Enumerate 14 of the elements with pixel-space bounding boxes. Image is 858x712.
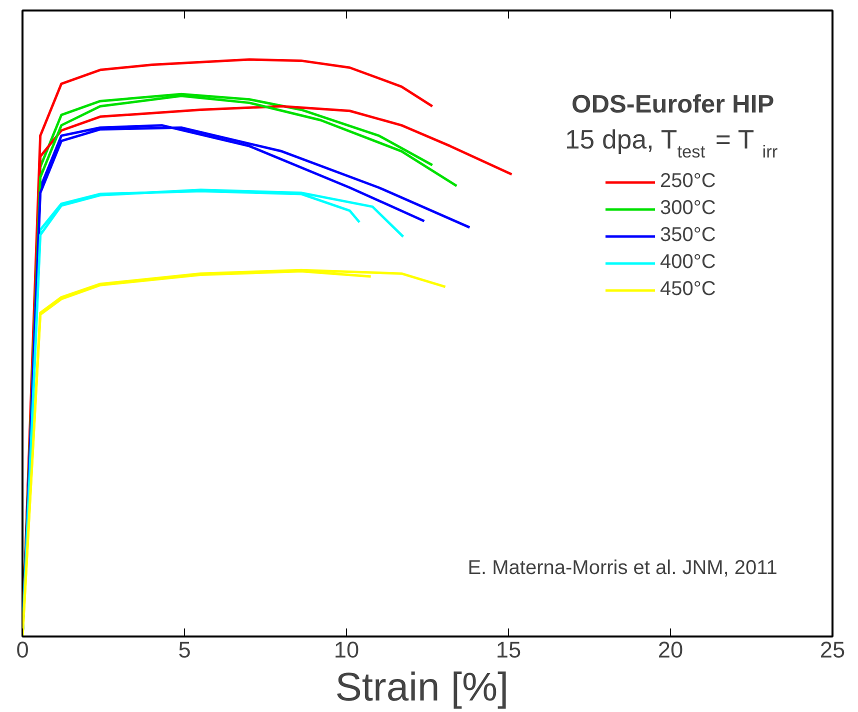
text: ODS-Eurofer HIP: [572, 90, 774, 119]
legend-label: 350°C: [660, 224, 716, 247]
x-tick-label: 5: [178, 636, 191, 662]
legend-label: 450°C: [660, 278, 716, 301]
x-tick-label: 0: [16, 636, 29, 662]
x-axis-title: Strain [%]: [335, 666, 509, 710]
x-tick-label: 10: [334, 636, 360, 662]
annotation: E. Materna-Morris et al. JNM, 2011: [468, 556, 778, 579]
legend-label: 250°C: [660, 170, 716, 193]
x-tick-label: 20: [658, 636, 684, 662]
x-tick-label: 15: [496, 636, 522, 662]
x-tick-label: 25: [820, 636, 846, 662]
legend-label: 300°C: [660, 197, 716, 220]
legend-label: 400°C: [660, 251, 716, 274]
